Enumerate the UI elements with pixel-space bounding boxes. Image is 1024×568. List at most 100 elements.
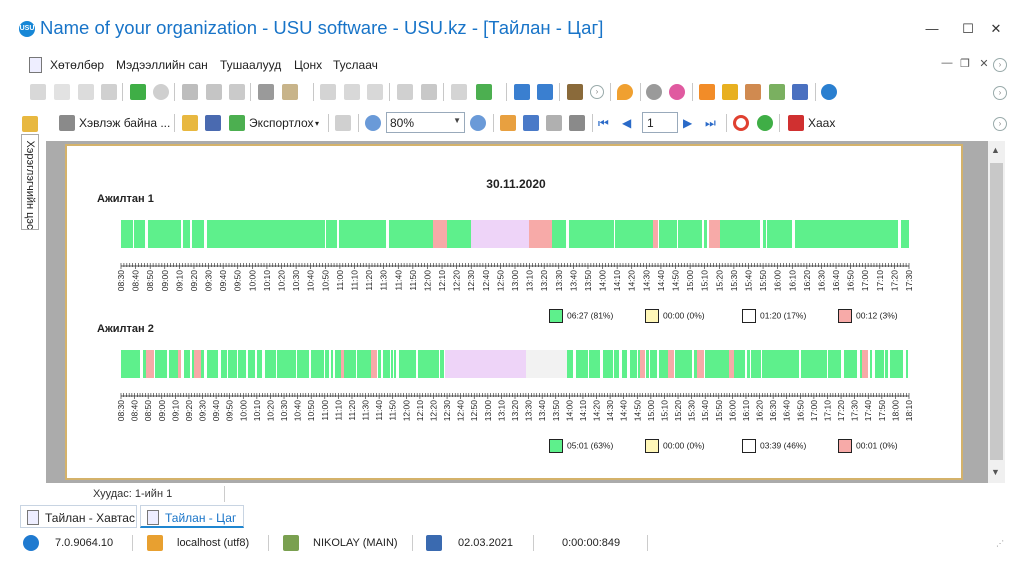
scroll-up-icon[interactable]: ▲ — [991, 145, 1000, 155]
excel-icon[interactable] — [476, 84, 492, 100]
status-separator — [224, 486, 225, 502]
close-report-button[interactable]: Хаах — [808, 116, 836, 130]
stop-icon[interactable] — [733, 115, 749, 131]
first-page-button[interactable]: ⏮ — [598, 116, 609, 130]
zoom-in-icon[interactable] — [365, 115, 381, 131]
timeline-tick-label: 16:10 — [787, 270, 797, 292]
save-icon[interactable] — [205, 115, 221, 131]
timeline-activity-segment — [134, 220, 145, 248]
design-icon[interactable] — [569, 115, 585, 131]
timeline-activity-segment — [834, 350, 841, 378]
columns-icon[interactable] — [320, 84, 336, 100]
timeline-activity-segment — [709, 220, 720, 248]
refresh-page-icon[interactable] — [30, 84, 46, 100]
note-icon[interactable] — [421, 84, 437, 100]
timeline-activity-segment — [659, 350, 665, 378]
info-icon[interactable] — [821, 84, 837, 100]
users-icon[interactable] — [769, 84, 785, 100]
copy-icon[interactable] — [54, 84, 70, 100]
minimize-button[interactable]: — — [925, 21, 939, 36]
export-dropdown-icon[interactable]: ▾ — [315, 119, 320, 128]
expand-icon[interactable] — [367, 84, 383, 100]
toolbar-pin-icon[interactable]: › — [993, 86, 1007, 100]
folder-icon[interactable] — [22, 116, 38, 132]
new-window-icon[interactable] — [514, 84, 530, 100]
last-page-button[interactable]: ⏭ — [705, 116, 716, 130]
tab-report-time[interactable]: Тайлан - Цаг — [140, 505, 244, 528]
menu-item-database[interactable]: Мэдээллийн сан — [116, 58, 208, 72]
timeline-tick-label: 12:00 — [401, 400, 411, 422]
timeline-tick-label: 14:00 — [598, 270, 608, 292]
timeline-tick-label: 10:50 — [306, 400, 316, 422]
page-number-input[interactable]: 1 — [642, 112, 678, 133]
menu-item-window[interactable]: Цонх — [294, 58, 323, 72]
export-icon[interactable] — [229, 115, 245, 131]
printer-icon[interactable] — [59, 115, 75, 131]
mdi-close-button[interactable]: ✕ — [979, 58, 989, 70]
mdi-minimize-button[interactable]: — — [941, 57, 953, 69]
filter-settings-icon[interactable] — [229, 84, 245, 100]
timeline-tick-label: 12:40 — [456, 400, 466, 422]
user-menu-tab[interactable]: Хэрэглэгчийн цэс — [21, 134, 39, 230]
tree-icon[interactable] — [500, 115, 516, 131]
vertical-scrollbar[interactable]: ▲ ▼ — [988, 141, 1005, 483]
collapse-icon[interactable] — [344, 84, 360, 100]
toolbar2-pin-icon[interactable]: › — [993, 117, 1007, 131]
previous-page-button[interactable]: ◀ — [622, 116, 632, 130]
timeline-activity-segment — [720, 220, 731, 248]
timeline-tick-label: 11:00 — [335, 270, 345, 291]
flag-icon[interactable] — [258, 84, 274, 100]
search-icon[interactable] — [153, 84, 169, 100]
next-page-button[interactable]: ▶ — [683, 116, 693, 130]
menu-item-program[interactable]: Хөтөлбөр — [50, 58, 105, 72]
title-bar: USU Name of your organization - USU soft… — [0, 0, 1024, 56]
timeline-activity-segment — [848, 220, 865, 248]
scroll-thumb[interactable] — [990, 163, 1003, 460]
user-icon[interactable] — [745, 84, 761, 100]
lock-icon[interactable] — [722, 84, 738, 100]
gear-icon[interactable] — [646, 84, 662, 100]
maximize-button[interactable]: ☐ — [962, 21, 974, 36]
grid-icon[interactable] — [546, 115, 562, 131]
pen-icon[interactable] — [792, 84, 808, 100]
export-button[interactable]: Экспортлох — [249, 116, 314, 130]
close-button[interactable]: ✕ — [990, 21, 1002, 36]
insert-row-icon[interactable] — [397, 84, 413, 100]
open-folder-icon[interactable] — [182, 115, 198, 131]
timeline-activity-segment — [272, 220, 279, 248]
filter-clear-icon[interactable] — [206, 84, 222, 100]
filter-icon[interactable] — [182, 84, 198, 100]
edit-icon[interactable] — [78, 84, 94, 100]
legend-swatch — [838, 439, 852, 453]
close-window-icon[interactable] — [537, 84, 553, 100]
timeline-activity-segment — [284, 220, 293, 248]
map-pin-icon[interactable] — [617, 84, 633, 100]
refresh-icon[interactable] — [130, 84, 146, 100]
delete-icon[interactable] — [101, 84, 117, 100]
timeline-tick-label: 17:20 — [889, 270, 899, 292]
import-icon[interactable] — [451, 84, 467, 100]
rss-icon[interactable] — [699, 84, 715, 100]
page-setup-icon[interactable] — [335, 115, 351, 131]
zoom-select[interactable]: 80% ▼ — [386, 112, 465, 133]
exit-icon[interactable] — [567, 84, 583, 100]
resize-grip-icon[interactable]: ⋰ — [996, 539, 1004, 548]
arrow-circle-icon[interactable]: › — [590, 85, 604, 99]
zoom-out-icon[interactable] — [470, 115, 486, 131]
image-icon[interactable] — [282, 84, 298, 100]
menu-item-help[interactable]: Туслаач — [333, 58, 378, 72]
menu-pin-icon[interactable]: › — [993, 58, 1007, 72]
timeline-tick-label: 08:30 — [116, 400, 126, 422]
mdi-restore-button[interactable]: ❐ — [960, 58, 970, 70]
menu-item-commands[interactable]: Тушаалууд — [220, 58, 282, 72]
color-wheel-icon[interactable] — [669, 84, 685, 100]
timeline-activity-segment — [201, 350, 204, 378]
print-button[interactable]: Хэвлэж байна ... — [79, 116, 171, 130]
layout-icon[interactable] — [523, 115, 539, 131]
toolbar-separator — [358, 114, 359, 132]
scroll-down-icon[interactable]: ▼ — [991, 467, 1000, 477]
reload-icon[interactable] — [757, 115, 773, 131]
tab-report-folder[interactable]: Тайлан - Хавтас — [20, 505, 137, 528]
timeline-tick-label: 18:00 — [890, 400, 900, 422]
close-report-icon[interactable] — [788, 115, 804, 131]
